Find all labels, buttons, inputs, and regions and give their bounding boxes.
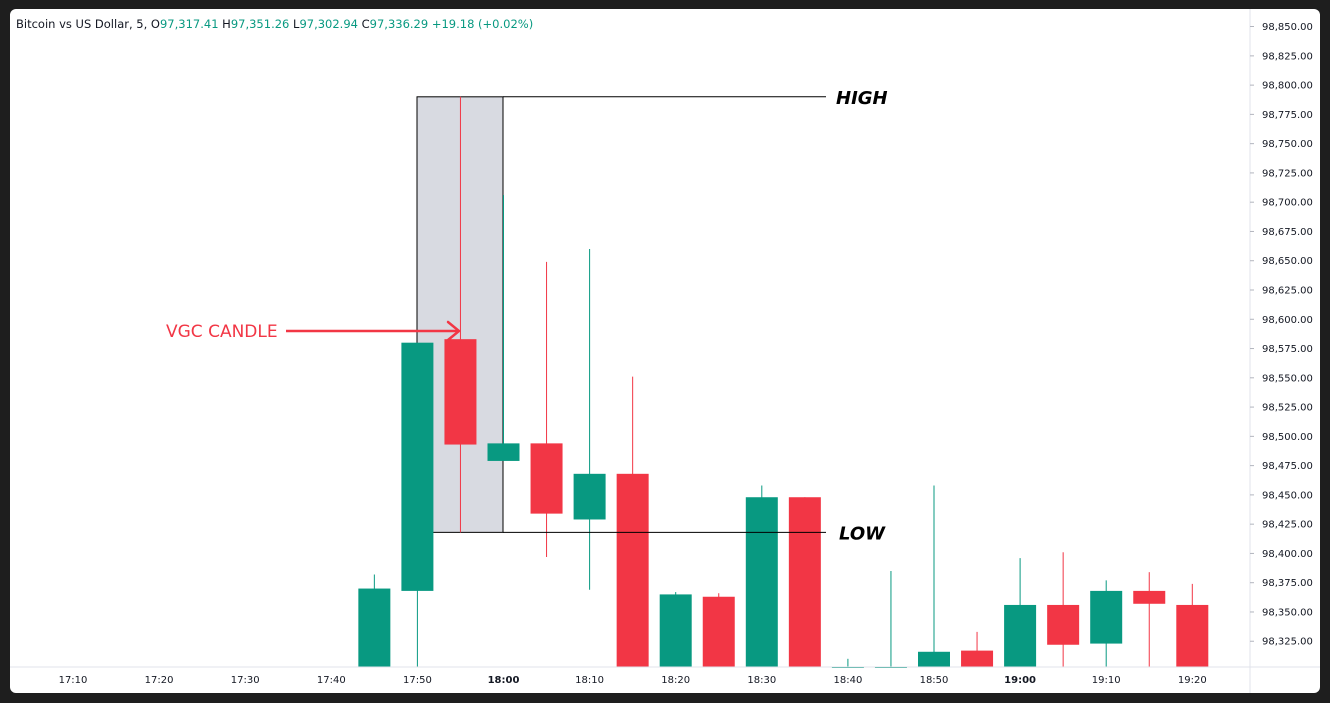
y-tick-label: 98,475.00 [1262,461,1313,472]
x-tick-label: 19:10 [1092,675,1121,686]
low-label: LOW [839,523,886,544]
y-tick-label: 98,800.00 [1262,81,1313,92]
candle-body [1090,590,1123,644]
x-tick-label: 17:20 [145,675,174,686]
candle-body [918,651,950,667]
x-tick-label: 19:20 [1178,675,1207,686]
candle-body [530,443,563,514]
high-value: 97,351.26 [230,17,290,31]
candle-body [1176,604,1209,667]
high-label: HIGH [836,88,888,109]
change-value: +19.18 (+0.02%) [431,17,534,31]
x-tick-label: 18:30 [747,675,776,686]
vgc-candle-label: VGC CANDLE [166,322,278,342]
candle-body [788,497,821,667]
y-tick-label: 98,775.00 [1262,110,1313,121]
ohlc-legend: Bitcoin vs US Dollar, 5, O97,317.41 H97,… [16,17,533,31]
candle-body [961,650,994,667]
x-tick-label: 17:40 [317,675,346,686]
candle-body [1133,590,1166,604]
candle-body [1004,604,1037,667]
candle-body [573,473,606,520]
y-tick-label: 98,375.00 [1262,578,1313,589]
y-tick-label: 98,650.00 [1262,256,1313,267]
y-tick-label: 98,825.00 [1262,51,1313,62]
y-tick-label: 98,325.00 [1262,637,1313,648]
candle-body [401,342,434,591]
candle-body [745,497,778,667]
y-tick-label: 98,575.00 [1262,344,1313,355]
symbol-label: Bitcoin vs US Dollar, 5, [16,17,148,31]
x-tick-label: 17:50 [403,675,432,686]
candle-body [487,443,520,461]
y-tick-label: 98,750.00 [1262,139,1313,150]
y-tick-label: 98,500.00 [1262,432,1313,443]
open-value: 97,317.41 [159,17,219,31]
low-key: L [293,17,300,31]
x-tick-label: 19:00 [1004,675,1036,686]
y-tick-label: 98,550.00 [1262,373,1313,384]
y-tick-label: 98,350.00 [1262,607,1313,618]
x-tick-label: 17:30 [231,675,260,686]
y-tick-label: 98,450.00 [1262,490,1313,501]
close-key: C [361,17,370,31]
chart-frame: Bitcoin vs US Dollar, 5, O97,317.41 H97,… [10,9,1320,693]
y-tick-label: 98,525.00 [1262,403,1313,414]
x-tick-label: 18:20 [661,675,690,686]
y-tick-label: 98,600.00 [1262,315,1313,326]
candle-body [358,588,391,667]
y-tick-label: 98,625.00 [1262,285,1313,296]
open-key: O [150,17,160,31]
y-tick-label: 98,850.00 [1262,22,1313,33]
y-tick-label: 98,425.00 [1262,520,1313,531]
close-value: 97,336.29 [369,17,429,31]
y-tick-label: 98,675.00 [1262,227,1313,238]
y-tick-label: 98,725.00 [1262,168,1313,179]
x-tick-label: 18:40 [833,675,862,686]
x-tick-label: 18:50 [920,675,949,686]
candle-body [702,596,735,667]
candle-body [616,473,649,667]
x-tick-label: 18:10 [575,675,604,686]
candle-body [444,339,477,445]
y-tick-label: 98,400.00 [1262,549,1313,560]
candle-body [1047,604,1080,645]
low-value: 97,302.94 [299,17,358,31]
x-tick-label: 18:00 [488,675,520,686]
y-tick-label: 98,700.00 [1262,198,1313,209]
vgc-arrow-head-icon [446,320,461,342]
price-chart[interactable]: HIGH LOW VGC CANDLE 98,325.00 98,350.00 98,3… [10,9,1320,693]
x-tick-label: 17:10 [59,675,88,686]
candle-body [659,594,692,667]
high-key: H [222,17,231,31]
